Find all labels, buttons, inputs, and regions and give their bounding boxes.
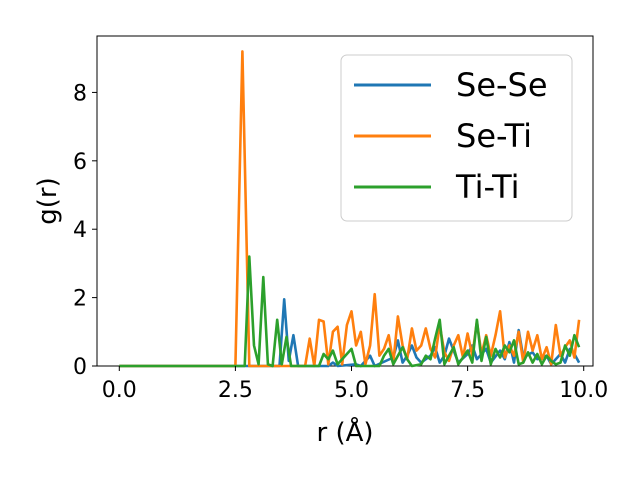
legend-label-ti-ti: Ti-Ti — [455, 168, 520, 206]
y-axis-ticks: 0 2 4 6 8 — [73, 81, 97, 380]
x-tick-label: 7.5 — [450, 378, 485, 403]
x-tick-label: 0.0 — [102, 378, 137, 403]
legend-box — [340, 54, 573, 222]
series-line-se-se — [119, 298, 581, 368]
x-tick-label: 2.5 — [218, 378, 253, 403]
legend-label-se-se: Se-Se — [456, 66, 548, 104]
y-tick-label: 4 — [73, 218, 87, 243]
x-axis-ticks: 0.0 2.5 5.0 7.5 10.0 — [102, 366, 608, 403]
series-layer — [119, 50, 581, 368]
y-tick-label: 0 — [73, 355, 87, 380]
y-tick-label: 2 — [73, 287, 87, 312]
legend-label-se-ti: Se-Ti — [456, 117, 532, 155]
legend: Se-Se Se-Ti Ti-Ti — [340, 54, 573, 222]
x-tick-label: 10.0 — [559, 378, 608, 403]
x-tick-label: 5.0 — [334, 378, 369, 403]
series-line-ti-ti — [119, 255, 581, 368]
y-axis-label: g(r) — [33, 177, 63, 224]
y-tick-label: 6 — [73, 150, 87, 175]
x-axis-label: r (Å) — [316, 416, 373, 448]
y-tick-label: 8 — [73, 81, 87, 106]
